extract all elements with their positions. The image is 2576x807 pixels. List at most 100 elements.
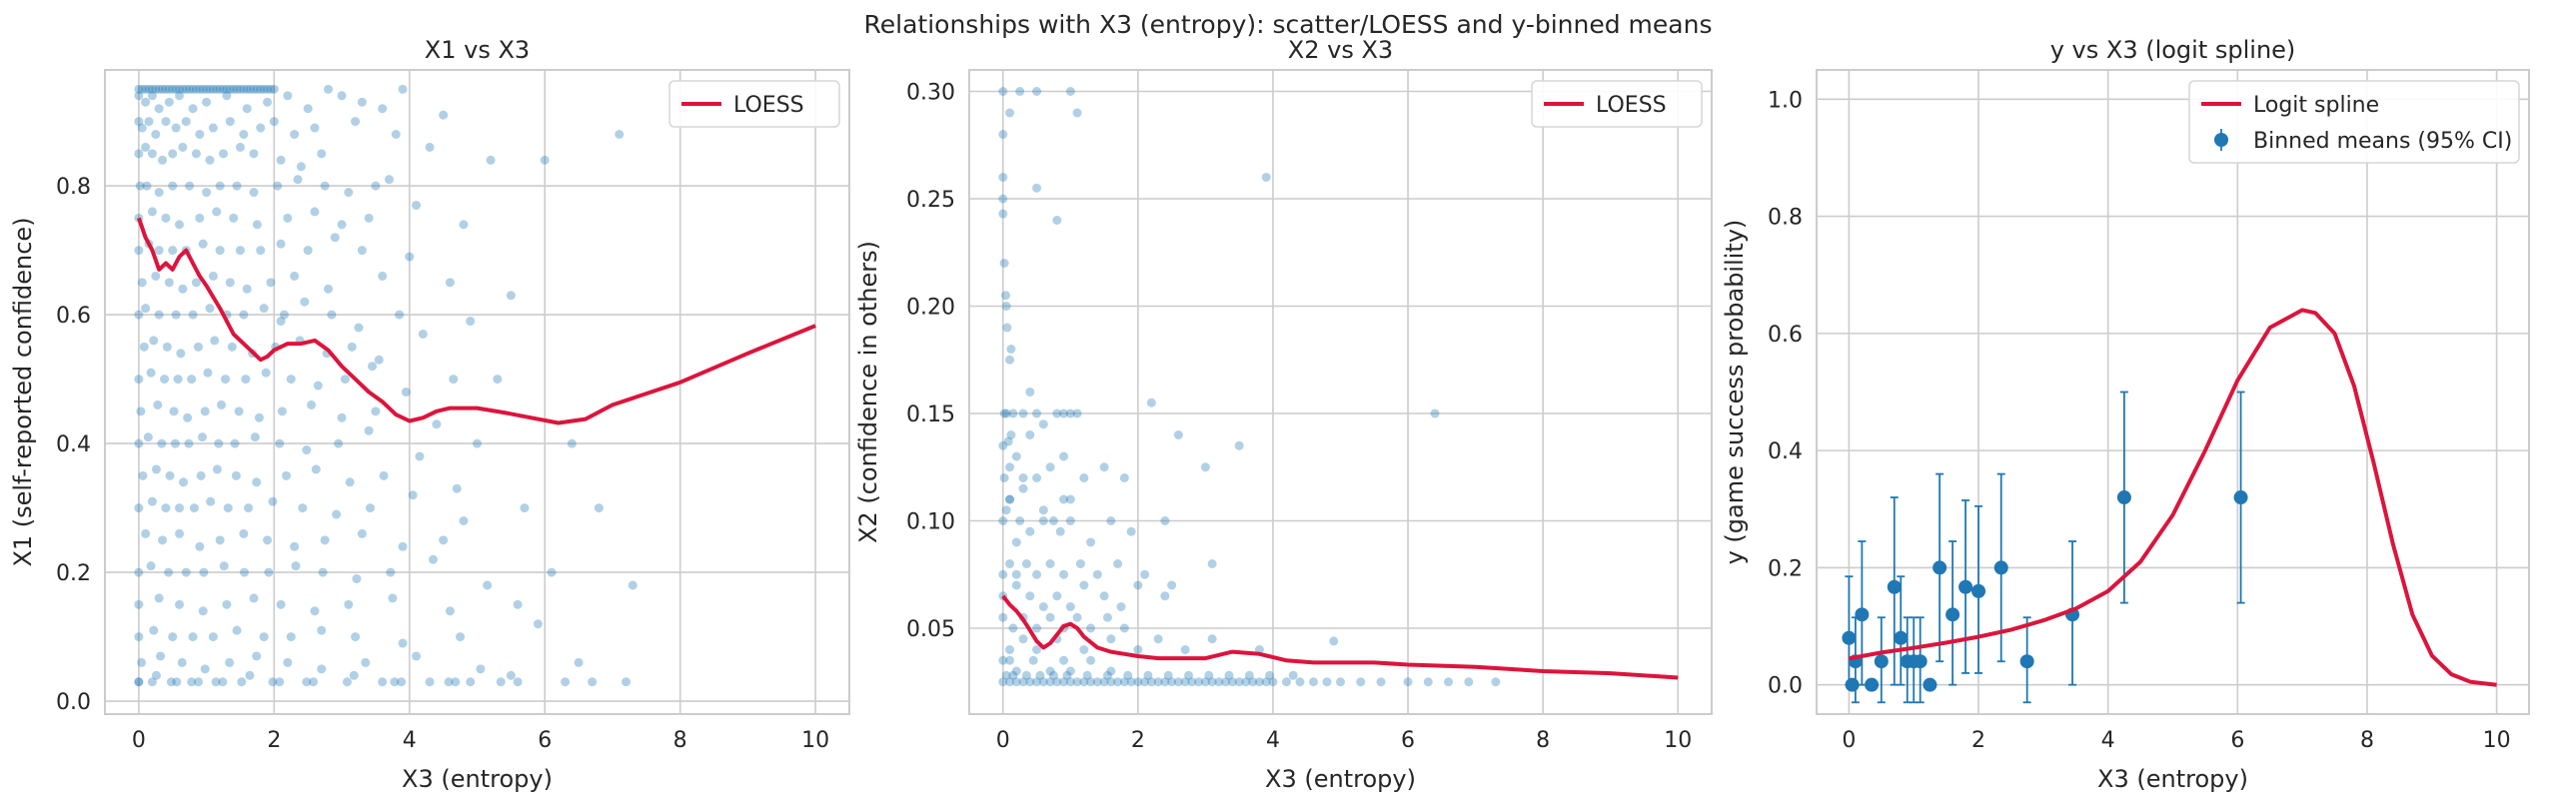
scatter-point: [291, 561, 301, 571]
scatter-point: [1099, 591, 1109, 601]
scatter-point: [317, 0, 326, 5]
scatter-point: [1214, 677, 1224, 687]
scatter-point: [344, 188, 354, 198]
scatter-point: [1002, 323, 1012, 333]
scatter-point: [354, 323, 364, 333]
x-tick-label: 6: [2230, 728, 2244, 753]
binned-mean-point: [1945, 607, 1960, 622]
scatter-point: [168, 632, 178, 642]
scatter-point: [1403, 677, 1413, 687]
x-tick-label: 4: [1266, 728, 1280, 753]
scatter-point: [303, 104, 313, 114]
scatter-point: [533, 619, 543, 629]
scatter-point: [157, 438, 167, 448]
scatter-point: [513, 599, 523, 609]
scatter-point: [1018, 473, 1028, 482]
scatter-point: [191, 278, 201, 288]
scatter-point: [513, 677, 523, 687]
x-tick-label: 2: [1131, 728, 1145, 753]
scatter-point: [1248, 677, 1258, 687]
scatter-point: [998, 173, 1008, 182]
scatter-point: [283, 213, 293, 223]
scatter-point: [999, 408, 1009, 418]
scatter-point: [235, 246, 245, 256]
scatter-point: [466, 317, 476, 327]
scatter-point: [134, 677, 144, 687]
scatter-point: [266, 278, 276, 288]
scatter-point: [1265, 670, 1275, 680]
scatter-point: [188, 84, 198, 94]
scatter-point: [1079, 677, 1089, 687]
scatter-point: [225, 84, 235, 94]
scatter-point: [307, 400, 317, 409]
scatter-point: [456, 632, 466, 642]
scatter-point: [181, 117, 191, 127]
scatter-point: [208, 84, 218, 94]
scatter-point: [303, 246, 313, 256]
scatter-point: [1079, 645, 1089, 654]
scatter-point: [143, 432, 153, 442]
scatter-point: [1025, 591, 1035, 601]
scatter-point: [540, 155, 550, 165]
panel-2: 0 2 4 6 8 10 0.05 0.10 0.15 0.20 0.25 0.30 X2 vs X3 X…: [854, 36, 1713, 793]
scatter-point: [445, 278, 455, 288]
scatter-point: [151, 271, 161, 281]
scatter-point: [459, 516, 469, 525]
scatter-point: [1011, 580, 1021, 590]
scatter-point: [318, 567, 328, 577]
scatter-point: [134, 503, 144, 513]
scatter-point: [154, 246, 164, 256]
scatter-point: [567, 438, 577, 448]
legend: LOESS: [668, 80, 840, 128]
scatter-point: [1227, 677, 1237, 687]
scatter-point: [445, 606, 455, 616]
scatter-point: [205, 155, 215, 165]
scatter-point: [401, 388, 411, 397]
scatter-point: [1143, 670, 1153, 680]
scatter-point: [168, 84, 178, 94]
scatter-point: [439, 535, 449, 545]
binned-mean-point: [1971, 583, 1986, 598]
scatter-point: [1072, 677, 1082, 687]
scatter-points: [998, 87, 1501, 687]
scatter-point: [137, 657, 147, 667]
scatter-point: [324, 84, 333, 94]
scatter-point: [330, 233, 340, 243]
scatter-point: [357, 246, 367, 256]
scatter-point: [154, 593, 164, 603]
panel-title: X1 vs X3: [425, 36, 530, 64]
scatter-point: [264, 567, 274, 577]
scatter-point: [357, 97, 367, 107]
scatter-point: [242, 284, 252, 294]
scatter-point: [1430, 408, 1440, 418]
scatter-point: [282, 470, 292, 480]
scatter-point: [1329, 636, 1339, 646]
scatter-point: [432, 419, 442, 429]
scatter-point: [1025, 430, 1035, 439]
x-axis-label: X3 (entropy): [402, 765, 553, 793]
scatter-point: [169, 406, 179, 416]
binned-mean-point: [1874, 654, 1889, 669]
scatter-point: [215, 84, 225, 94]
scatter-point: [225, 278, 235, 288]
scatter-point: [263, 97, 273, 107]
scatter-point: [1261, 173, 1271, 182]
scatter-point: [1180, 645, 1190, 654]
scatter-point: [500, 0, 509, 5]
scatter-point: [473, 438, 482, 448]
x-tick-label: 0: [1842, 728, 1856, 753]
scatter-point: [1167, 677, 1177, 687]
scatter-point: [1173, 677, 1183, 687]
scatter-point: [146, 561, 156, 571]
scatter-point: [428, 554, 438, 564]
scatter-point: [615, 130, 625, 139]
scatter-point: [259, 84, 269, 94]
scatter-point: [235, 84, 245, 94]
y-axis-label: X1 (self-reported confidence): [9, 217, 37, 566]
scatter-point: [166, 677, 176, 687]
scatter-point: [198, 432, 208, 442]
scatter-point: [1018, 483, 1028, 493]
y-tick-label: 0.2: [1768, 556, 1803, 581]
scatter-point: [237, 677, 247, 687]
scatter-point: [161, 213, 171, 223]
